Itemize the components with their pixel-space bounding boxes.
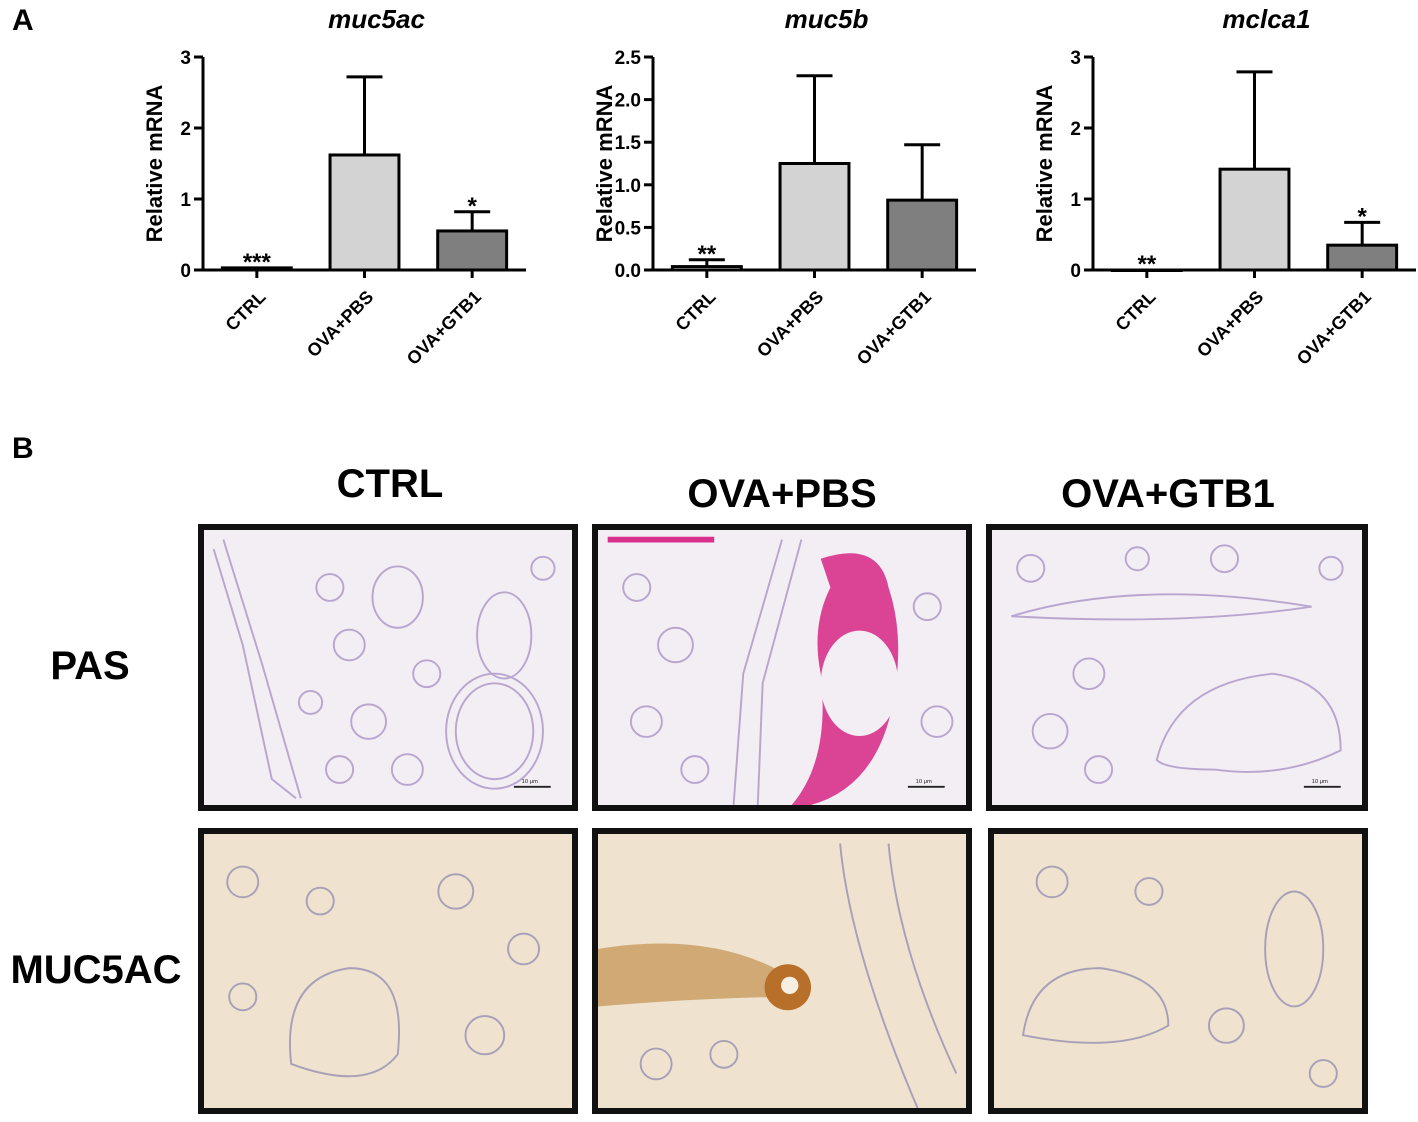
pas-ova-pbs-micrograph: 10 μm — [592, 524, 972, 811]
row-header-muc5ac: MUC5AC — [10, 948, 182, 992]
y-tick-label: 3 — [180, 48, 191, 69]
y-tick-label: 0.5 — [615, 218, 642, 239]
y-tick-label: 1 — [180, 190, 191, 211]
y-tick-label: 1.0 — [615, 176, 641, 197]
panel-b-label: B — [12, 432, 34, 465]
muc5ac-ova-pbs-micrograph — [592, 828, 972, 1114]
row-header-pas: PAS — [50, 644, 130, 688]
chart-title: muc5ac — [328, 4, 425, 34]
significance-marker: * — [1357, 203, 1367, 230]
y-axis-label: Relative mRNA — [142, 85, 167, 243]
column-header-ova-pbs: OVA+PBS — [687, 472, 877, 516]
y-tick-label: 2.5 — [615, 48, 642, 69]
y-tick-label: 0 — [1070, 261, 1081, 282]
significance-marker: ** — [1137, 251, 1156, 278]
pas-ctrl-micrograph: 10 μm — [198, 524, 578, 811]
x-tick-label: CTRL — [672, 287, 720, 335]
column-header-ova-gtb1: OVA+GTB1 — [1061, 472, 1275, 516]
x-tick-label: CTRL — [222, 287, 270, 335]
bar-ova-pbs — [328, 153, 401, 272]
significance-marker: ** — [697, 241, 716, 268]
bar-ova-pbs — [778, 162, 851, 272]
chart-title: muc5b — [785, 4, 869, 34]
x-tick-label: OVA+PBS — [303, 287, 377, 361]
chart-title: mclca1 — [1222, 4, 1310, 34]
y-tick-label: 3 — [1070, 48, 1081, 69]
x-tick-label: OVA+PBS — [753, 287, 827, 361]
bar-ova-gtb1 — [1326, 243, 1399, 272]
y-tick-label: 2 — [1070, 119, 1081, 140]
y-axis-label: Relative mRNA — [592, 85, 617, 243]
x-tick-label: OVA+GTB1 — [853, 287, 935, 369]
muc5ac-ova-gtb1-micrograph — [988, 828, 1368, 1114]
y-tick-label: 1.5 — [615, 133, 642, 154]
y-tick-label: 0.0 — [615, 261, 641, 282]
x-tick-label: OVA+GTB1 — [1293, 287, 1375, 369]
mclca1-bar-chart: mclca1 Relative mRNA 0 1 2 3 ** CTRL OVA+PBS * OVA… — [1032, 4, 1416, 369]
bar-ova-gtb1 — [886, 198, 959, 272]
y-tick-label: 0 — [180, 261, 191, 282]
pas-ova-pbs-scale-label: 10 μm — [916, 779, 932, 785]
y-tick-label: 2.0 — [615, 91, 641, 112]
bar-ova-pbs — [1218, 167, 1291, 272]
x-tick-label: OVA+GTB1 — [403, 287, 485, 369]
y-axis-label: Relative mRNA — [1032, 85, 1057, 243]
pas-ctrl-scale-label: 10 μm — [522, 779, 538, 785]
bar-ova-gtb1 — [436, 229, 509, 272]
x-tick-label: OVA+PBS — [1193, 287, 1267, 361]
muc5ac-ctrl-micrograph — [198, 828, 578, 1114]
x-tick-label: CTRL — [1112, 287, 1160, 335]
pas-ova-gtb1-micrograph: 10 μm — [986, 524, 1368, 811]
column-header-ctrl: CTRL — [336, 462, 444, 506]
pas-ova-gtb1-scale-label: 10 μm — [1312, 779, 1328, 785]
y-tick-label: 2 — [180, 119, 191, 140]
panel-a-label: A — [12, 4, 34, 37]
significance-marker: * — [467, 193, 477, 220]
muc5b-bar-chart: muc5b Relative mRNA 0.0 0.5 1.0 1.5 2.0 2.5 ** CT… — [592, 4, 976, 369]
y-tick-label: 1 — [1070, 190, 1081, 211]
